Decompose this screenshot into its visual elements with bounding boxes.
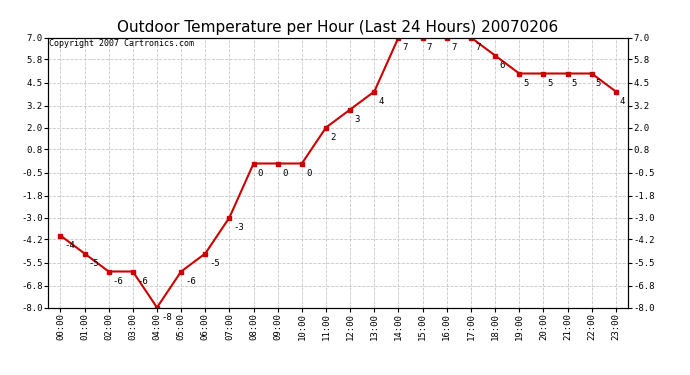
Text: 5: 5 — [572, 79, 577, 88]
Text: 5: 5 — [548, 79, 553, 88]
Title: Outdoor Temperature per Hour (Last 24 Hours) 20070206: Outdoor Temperature per Hour (Last 24 Ho… — [117, 20, 559, 35]
Text: -5: -5 — [89, 259, 99, 268]
Text: 0: 0 — [306, 169, 311, 178]
Text: 0: 0 — [258, 169, 263, 178]
Text: Copyright 2007 Cartronics.com: Copyright 2007 Cartronics.com — [50, 39, 195, 48]
Text: 5: 5 — [524, 79, 529, 88]
Text: 7: 7 — [475, 43, 480, 52]
Text: 0: 0 — [282, 169, 287, 178]
Text: 6: 6 — [500, 61, 504, 70]
Text: 4: 4 — [620, 97, 625, 106]
Text: -8: -8 — [161, 313, 172, 322]
Text: -6: -6 — [137, 277, 148, 286]
Text: 3: 3 — [355, 115, 359, 124]
Text: 2: 2 — [331, 133, 335, 142]
Text: 4: 4 — [379, 97, 384, 106]
Text: 7: 7 — [427, 43, 432, 52]
Text: 7: 7 — [451, 43, 456, 52]
Text: 5: 5 — [596, 79, 601, 88]
Text: -3: -3 — [234, 223, 244, 232]
Text: -6: -6 — [113, 277, 124, 286]
Text: -5: -5 — [210, 259, 220, 268]
Text: -6: -6 — [186, 277, 196, 286]
Text: 7: 7 — [403, 43, 408, 52]
Text: -4: -4 — [65, 241, 75, 250]
